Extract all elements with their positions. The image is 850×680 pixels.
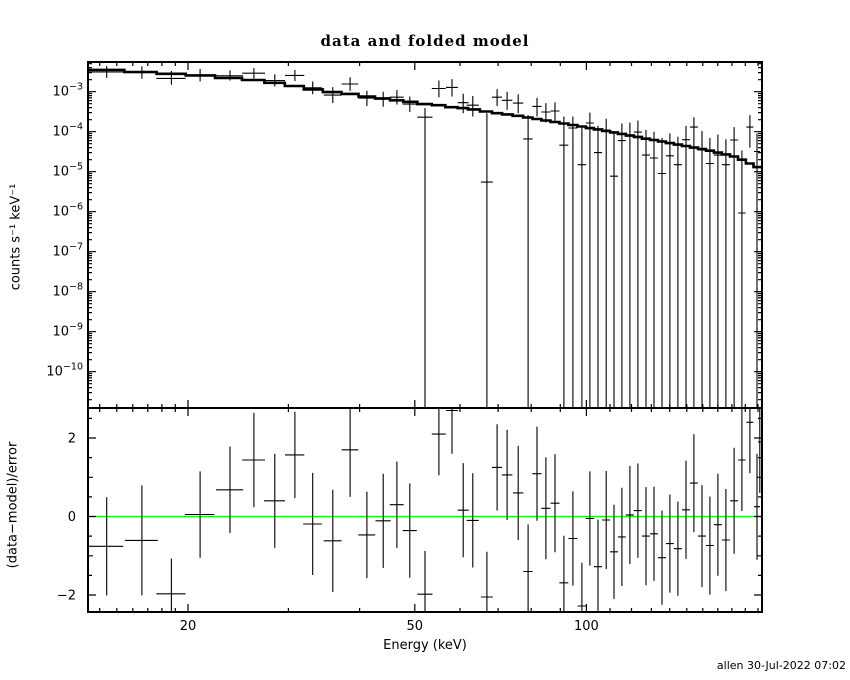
y-axis-label-counts: counts s⁻¹ keV⁻¹ — [8, 183, 24, 291]
svg-text:10−6: 10−6 — [52, 202, 83, 220]
svg-text:−2: −2 — [57, 589, 76, 604]
plot-title: data and folded model — [320, 32, 530, 50]
timestamp: allen 30-Jul-2022 07:02 — [716, 659, 846, 672]
svg-text:10−8: 10−8 — [52, 282, 83, 300]
svg-text:10−9: 10−9 — [52, 322, 83, 340]
svg-text:50: 50 — [407, 619, 424, 634]
svg-text:100: 100 — [574, 619, 599, 634]
svg-text:2: 2 — [68, 432, 76, 447]
svg-text:10−5: 10−5 — [52, 162, 83, 180]
svg-text:10−3: 10−3 — [52, 82, 83, 100]
y-axis-label-residuals: (data−model)/error — [5, 441, 21, 569]
svg-text:20: 20 — [180, 619, 197, 634]
svg-text:10−10: 10−10 — [46, 362, 83, 380]
svg-text:10−7: 10−7 — [52, 242, 83, 260]
svg-text:0: 0 — [68, 510, 76, 525]
x-axis-label: Energy (keV) — [383, 638, 467, 653]
svg-text:10−4: 10−4 — [52, 122, 83, 140]
